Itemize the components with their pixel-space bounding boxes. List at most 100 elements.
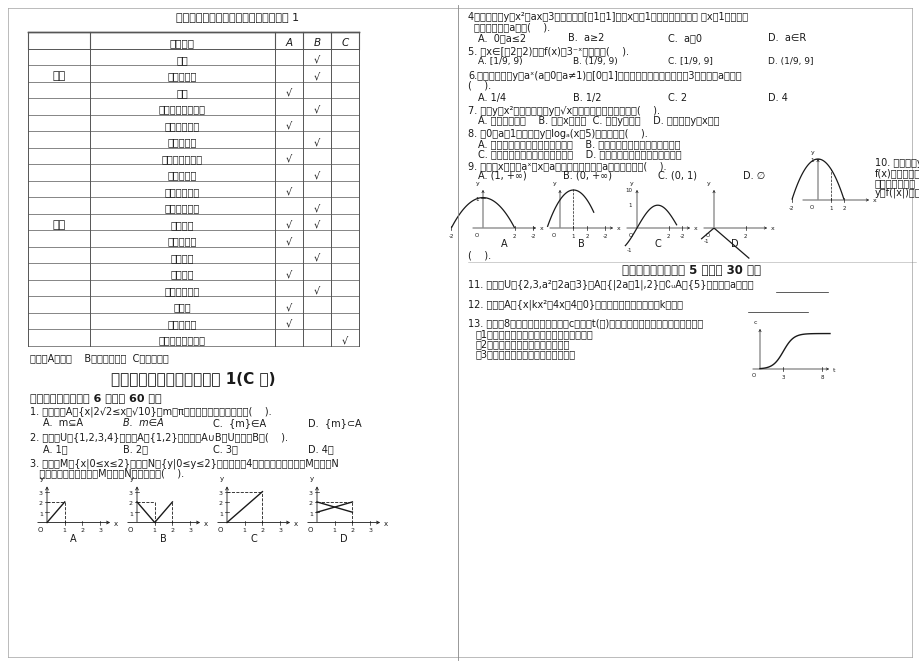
Text: 高中数学学业评价试卷必修 1(C 卷): 高中数学学业评价试卷必修 1(C 卷): [110, 372, 275, 386]
Text: √: √: [313, 71, 320, 81]
Text: 换底公式: 换底公式: [171, 253, 194, 263]
Text: y: y: [811, 150, 814, 155]
Text: A: A: [285, 39, 292, 49]
Text: x: x: [204, 521, 208, 527]
Text: √: √: [286, 88, 292, 98]
Text: -2: -2: [679, 234, 685, 239]
Text: O: O: [474, 233, 479, 238]
Text: 指数函数: 指数函数: [171, 219, 194, 229]
Text: f(x)的图象如右: f(x)的图象如右: [874, 168, 919, 178]
Text: √: √: [313, 170, 320, 180]
Text: C. 2: C. 2: [667, 93, 686, 103]
Text: √: √: [286, 269, 292, 279]
Text: 补集: 补集: [176, 88, 188, 98]
Text: 有最大值，则a满足(    ).: 有最大值，则a满足( ).: [473, 22, 550, 32]
Text: 2: 2: [39, 501, 43, 507]
Text: A: A: [500, 239, 506, 249]
Text: C. [1/9, 9]: C. [1/9, 9]: [667, 57, 712, 66]
Text: 1: 1: [571, 234, 574, 239]
Text: 2: 2: [260, 529, 264, 533]
Text: -2: -2: [448, 234, 454, 239]
Text: B. 1/2: B. 1/2: [573, 93, 601, 103]
Text: （1）前三年，总产量增长的速度越来越快；: （1）前三年，总产量增长的速度越来越快；: [475, 329, 593, 339]
Text: √: √: [286, 187, 292, 197]
Text: B: B: [313, 39, 320, 49]
Text: y: y: [130, 477, 134, 483]
Text: 一、选择题（每小题 6 分，共 60 分）: 一、选择题（每小题 6 分，共 60 分）: [30, 394, 162, 404]
Text: 3: 3: [188, 529, 192, 533]
Text: 幂函数: 幂函数: [174, 303, 191, 313]
Text: 考试内容: 考试内容: [170, 39, 195, 49]
Text: O: O: [705, 233, 709, 238]
Text: D. ∅: D. ∅: [743, 171, 765, 181]
Text: 函数的表示方法: 函数的表示方法: [162, 154, 203, 164]
Text: A. 第二象限，第三象限，第四象限    B. 第一象限，第三象限，第四象限: A. 第二象限，第三象限，第四象限 B. 第一象限，第三象限，第四象限: [478, 139, 680, 149]
Text: 1: 1: [475, 197, 479, 202]
Text: 3: 3: [39, 491, 43, 496]
Text: B. (1/9, 9): B. (1/9, 9): [573, 57, 617, 66]
Text: -1: -1: [626, 248, 631, 253]
Text: y: y: [476, 181, 480, 186]
Text: 函数模型及其应用: 函数模型及其应用: [159, 335, 206, 345]
Text: √: √: [313, 253, 320, 263]
Text: x: x: [383, 521, 388, 527]
Text: B: B: [577, 239, 584, 249]
Text: B. (0, +∞): B. (0, +∞): [562, 171, 611, 181]
Text: 1: 1: [828, 206, 832, 211]
Text: O: O: [628, 233, 632, 238]
Text: 4．已知函数y＝x²＋ax＋3的定义域为[－1，1]且当x＝－1时，函数有最小值 当x＝1时，函数: 4．已知函数y＝x²＋ax＋3的定义域为[－1，1]且当x＝－1时，函数有最小值…: [468, 12, 747, 22]
Text: （2）总产量增加的速度越来越慢；: （2）总产量增加的速度越来越慢；: [475, 339, 570, 349]
Text: 13. 某工厂8年来某种产品的总产量c与时间t(年)的函数关系如下图，下列四种说法：: 13. 某工厂8年来某种产品的总产量c与时间t(年)的函数关系如下图，下列四种说…: [468, 318, 702, 328]
Text: y: y: [707, 181, 710, 186]
Text: 2: 2: [80, 529, 85, 533]
Text: 函数的单调性: 函数的单调性: [165, 187, 200, 197]
Text: -1: -1: [703, 239, 709, 244]
Text: O: O: [751, 373, 755, 378]
Text: c: c: [753, 320, 756, 325]
Text: A. 1个: A. 1个: [43, 444, 68, 454]
Text: 1: 1: [153, 529, 156, 533]
Text: 9. 若关于x的方程aˣ＝x＋a有两个解，则实数a的取值范围是(    ).: 9. 若关于x的方程aˣ＝x＋a有两个解，则实数a的取值范围是( ).: [468, 161, 665, 171]
Text: D.  a∈R: D. a∈R: [767, 33, 805, 43]
Text: C: C: [341, 39, 348, 49]
Text: (    ).: ( ).: [468, 81, 491, 91]
Text: 1: 1: [333, 529, 336, 533]
Text: 2: 2: [219, 501, 222, 507]
Text: 函数的定义域: 函数的定义域: [165, 121, 200, 131]
Text: x: x: [617, 227, 620, 231]
Text: 3: 3: [781, 375, 784, 380]
Text: 映射与函数的概念: 映射与函数的概念: [159, 104, 206, 114]
Text: 3: 3: [368, 529, 372, 533]
Text: 2: 2: [584, 234, 588, 239]
Text: 2: 2: [842, 206, 845, 211]
Text: √: √: [313, 286, 320, 296]
Text: t: t: [832, 368, 834, 372]
Text: C.  {m}∈A: C. {m}∈A: [213, 418, 266, 428]
Text: D.  {m}⊂A: D. {m}⊂A: [308, 418, 361, 428]
Text: O: O: [551, 233, 555, 238]
Text: 说明：A：了解    B：理解与掌握  C：综合运用: 说明：A：了解 B：理解与掌握 C：综合运用: [30, 354, 168, 364]
Text: 3: 3: [129, 491, 133, 496]
Text: O: O: [38, 527, 43, 533]
Text: 1: 1: [309, 511, 312, 517]
Text: x: x: [539, 227, 543, 231]
Text: y＝f(|x|)的图象为: y＝f(|x|)的图象为: [874, 188, 919, 198]
Text: -2: -2: [789, 206, 794, 211]
Text: 集合: 集合: [52, 71, 65, 81]
Text: 2: 2: [309, 501, 312, 507]
Text: 3: 3: [98, 529, 102, 533]
Text: 高中数学学业评价试卷双向细目表必修 1: 高中数学学业评价试卷双向细目表必修 1: [176, 12, 300, 22]
Text: 7. 函数y＝x²的图象与函数y＝√x的图象在第一象限的部分(    ).: 7. 函数y＝x²的图象与函数y＝√x的图象在第一象限的部分( ).: [468, 106, 659, 116]
Text: 5. 当x∈[－2，2)时，f(x)＝3⁻ˣ的值域是(    ).: 5. 当x∈[－2，2)时，f(x)＝3⁻ˣ的值域是( ).: [468, 46, 629, 56]
Text: 2: 2: [170, 529, 175, 533]
Text: A. (1, +∞): A. (1, +∞): [478, 171, 527, 181]
Text: 函数图象变换: 函数图象变换: [165, 286, 200, 296]
Text: √: √: [286, 121, 292, 131]
Text: C. 第一象限，第二象限，第四象限    D. 第一象限，第二象限，第三象限: C. 第一象限，第二象限，第四象限 D. 第一象限，第二象限，第三象限: [478, 149, 681, 159]
Text: 函数的图象: 函数的图象: [167, 170, 197, 180]
Text: B.  a≥2: B. a≥2: [567, 33, 604, 43]
Text: 函数的值域: 函数的值域: [167, 137, 197, 147]
Text: A.  m⊆A: A. m⊆A: [43, 418, 83, 428]
Text: A. [1/9, 9): A. [1/9, 9): [478, 57, 522, 66]
Text: B: B: [160, 535, 166, 545]
